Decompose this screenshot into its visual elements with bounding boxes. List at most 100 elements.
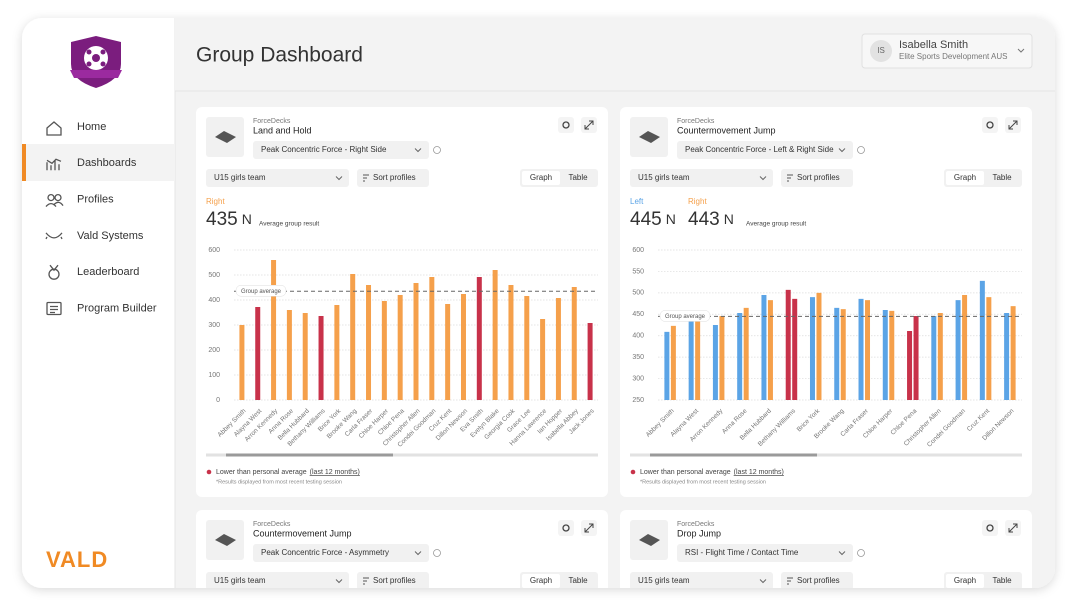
bar — [792, 298, 798, 400]
result-number: 443 — [688, 209, 720, 230]
metric-select[interactable] — [677, 141, 853, 159]
view-option[interactable]: Graph — [530, 173, 552, 182]
group-average-label: Group average — [241, 289, 282, 295]
team-select[interactable] — [206, 572, 349, 590]
nav-icon — [45, 201, 64, 208]
nav-icon — [47, 193, 55, 202]
view-option[interactable]: Table — [992, 173, 1012, 182]
nav-label: Dashboards — [77, 157, 137, 169]
settings-button[interactable] — [558, 520, 574, 536]
chevron — [414, 551, 422, 556]
settings-icon — [986, 524, 994, 532]
test-icon — [639, 131, 660, 143]
nav-item[interactable]: Dashboards — [46, 157, 137, 171]
metric-select[interactable] — [253, 544, 429, 562]
sort-button[interactable] — [357, 572, 429, 590]
bar — [429, 277, 435, 400]
result-label: Right — [688, 197, 707, 206]
y-tick-label: 450 — [632, 311, 644, 318]
legend-label: Lower than personal average — [216, 469, 307, 476]
settings-button[interactable] — [982, 117, 998, 133]
nav-item[interactable]: Program Builder — [46, 301, 157, 316]
bar — [937, 313, 943, 400]
bar — [334, 305, 340, 400]
y-tick-label: 400 — [208, 297, 220, 304]
nav-item[interactable]: Home — [46, 121, 106, 136]
test-source: ForceDecks — [253, 521, 291, 528]
panel-card — [620, 510, 1032, 588]
metric-select[interactable] — [677, 544, 853, 562]
result-number: 435 — [206, 209, 238, 230]
settings-button[interactable] — [982, 520, 998, 536]
y-tick-label: 500 — [632, 290, 644, 297]
legend-dot — [206, 469, 212, 475]
y-tick-label: 300 — [632, 375, 644, 382]
test-source: ForceDecks — [253, 118, 291, 125]
chevron — [759, 579, 767, 584]
chevron — [335, 176, 343, 181]
group-average-label: Group average — [665, 314, 706, 320]
nav-icon — [46, 301, 62, 316]
settings-button[interactable] — [558, 117, 574, 133]
bar — [743, 307, 749, 400]
bar — [913, 316, 919, 400]
result-number: 445 — [630, 209, 662, 230]
bar — [664, 331, 670, 400]
sort-icon — [787, 174, 793, 182]
bar — [492, 270, 498, 400]
legend-dot — [630, 469, 636, 475]
nav-icon — [46, 158, 62, 171]
group-average-pill — [235, 285, 287, 297]
brand: VALD — [46, 547, 108, 572]
bar — [719, 316, 725, 400]
expand-icon — [1008, 523, 1018, 533]
y-tick-label: 250 — [632, 397, 644, 404]
result-caption: Average group result — [259, 221, 319, 228]
bar — [460, 294, 466, 400]
nav-item[interactable]: Leaderboard — [48, 264, 139, 280]
view-option[interactable]: Table — [992, 576, 1012, 585]
user-menu[interactable] — [861, 33, 1033, 69]
view-option[interactable]: Graph — [530, 576, 552, 585]
result-value: 445 N — [630, 209, 676, 230]
sort-icon — [363, 174, 369, 182]
bar — [397, 295, 403, 400]
test-name: Land and Hold — [253, 125, 312, 135]
sort-label: Sort profiles — [373, 576, 416, 585]
info-icon — [857, 549, 865, 557]
view-option[interactable]: Table — [568, 576, 588, 585]
bar — [239, 325, 245, 400]
metric-select[interactable] — [253, 141, 429, 159]
sort-button[interactable] — [781, 572, 853, 590]
nav-label: Profiles — [77, 194, 114, 206]
view-option[interactable]: Graph — [954, 173, 976, 182]
nav-item[interactable]: Profiles — [45, 193, 114, 208]
bar — [508, 285, 514, 400]
bar — [524, 296, 530, 400]
team-select[interactable] — [630, 169, 773, 187]
nav-item[interactable]: Vald Systems — [45, 230, 144, 242]
result-unit: N — [242, 211, 252, 227]
view-option[interactable]: Graph — [954, 576, 976, 585]
user-chevron — [1017, 48, 1025, 53]
result-label: Right — [206, 197, 225, 206]
team-select[interactable] — [630, 572, 773, 590]
view-option[interactable]: Table — [568, 173, 588, 182]
bar — [476, 277, 482, 400]
team-select[interactable] — [206, 169, 349, 187]
test-name: Drop Jump — [677, 528, 721, 538]
view-toggle-active — [522, 574, 560, 588]
metric-label: RSI - Flight Time / Contact Time — [685, 548, 799, 557]
bar — [540, 319, 546, 400]
sort-button[interactable] — [357, 169, 429, 187]
bar — [587, 323, 593, 400]
info-icon — [433, 549, 441, 557]
bar — [670, 325, 676, 400]
team-label: U15 girls team — [638, 576, 690, 585]
bar — [809, 297, 815, 400]
bar — [931, 316, 937, 400]
bar — [1004, 313, 1010, 400]
sort-button[interactable] — [781, 169, 853, 187]
